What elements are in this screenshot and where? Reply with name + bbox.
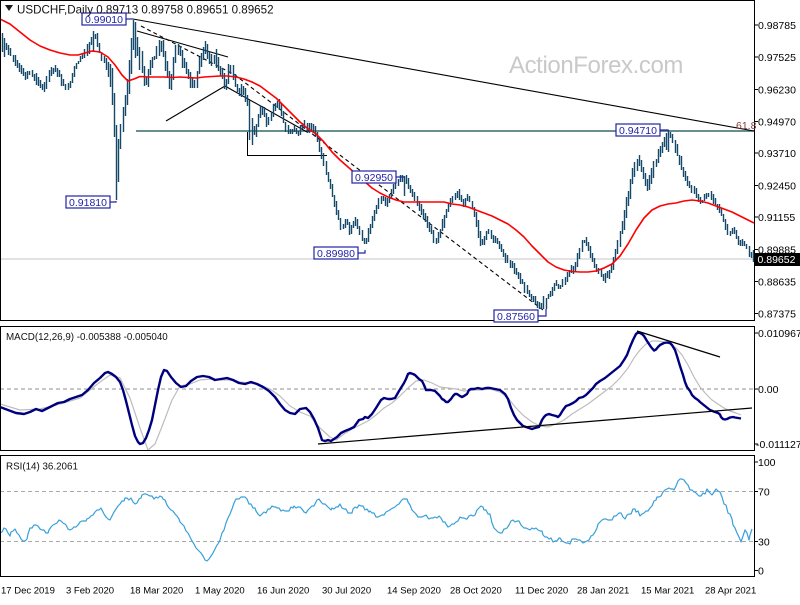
svg-text:18 Mar 2020: 18 Mar 2020: [130, 586, 183, 597]
svg-text:30: 30: [758, 536, 770, 548]
svg-text:28 Oct 2020: 28 Oct 2020: [450, 586, 502, 597]
svg-text:0.89885: 0.89885: [758, 244, 796, 256]
svg-text:0.87375: 0.87375: [758, 308, 796, 320]
svg-text:0.92450: 0.92450: [758, 180, 796, 192]
svg-text:0.92950: 0.92950: [355, 172, 393, 184]
svg-text:0.00: 0.00: [758, 384, 779, 396]
svg-text:0.93710: 0.93710: [758, 148, 796, 160]
svg-text:0.91155: 0.91155: [758, 212, 795, 224]
svg-text:0.94710: 0.94710: [619, 125, 657, 137]
svg-text:1 May 2020: 1 May 2020: [195, 586, 245, 597]
svg-text:-0.011127: -0.011127: [756, 439, 800, 451]
svg-text:0: 0: [758, 565, 764, 577]
svg-text:0.89980: 0.89980: [317, 248, 355, 260]
svg-text:16 Jun 2020: 16 Jun 2020: [257, 586, 309, 597]
svg-text:11 Dec 2020: 11 Dec 2020: [515, 586, 568, 597]
svg-text:0.97525: 0.97525: [758, 52, 796, 64]
svg-text:3 Feb 2020: 3 Feb 2020: [66, 586, 114, 597]
svg-text:RSI(14) 36.2061: RSI(14) 36.2061: [6, 462, 78, 473]
svg-text:ActionForex.com: ActionForex.com: [509, 52, 683, 79]
svg-text:0.98785: 0.98785: [758, 20, 796, 32]
svg-text:0.87560: 0.87560: [497, 311, 535, 323]
svg-text:0.96230: 0.96230: [758, 84, 796, 96]
svg-text:17 Dec 2019: 17 Dec 2019: [1, 586, 55, 597]
svg-text:15 Mar 2021: 15 Mar 2021: [641, 586, 694, 597]
svg-text:28 Apr 2021: 28 Apr 2021: [705, 586, 756, 597]
svg-text:100: 100: [758, 457, 776, 469]
svg-text:61.8: 61.8: [736, 120, 757, 132]
svg-text:30 Jul 2020: 30 Jul 2020: [322, 586, 371, 597]
svg-text:MACD(12,26,9) -0.005388 -0.005: MACD(12,26,9) -0.005388 -0.005040: [6, 332, 168, 343]
svg-text:70: 70: [758, 486, 770, 498]
svg-text:14 Sep 2020: 14 Sep 2020: [387, 586, 441, 597]
svg-text:0.88635: 0.88635: [758, 276, 796, 288]
svg-text:USDCHF,Daily 0.89713 0.89758 0: USDCHF,Daily 0.89713 0.89758 0.89651 0.8…: [17, 4, 274, 17]
svg-text:0.010967: 0.010967: [758, 328, 800, 340]
svg-text:0.94970: 0.94970: [758, 116, 796, 128]
svg-text:0.91810: 0.91810: [69, 197, 107, 209]
svg-text:28 Jan 2021: 28 Jan 2021: [577, 586, 629, 597]
